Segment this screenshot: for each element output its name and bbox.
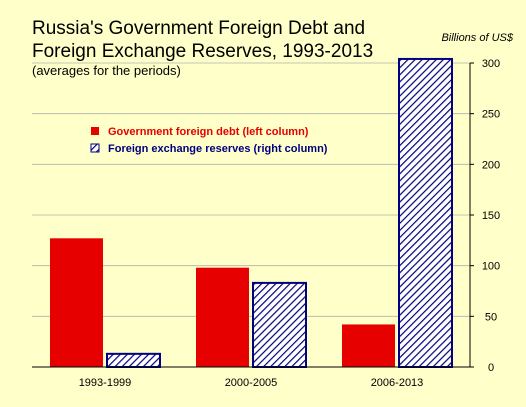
legend: Government foreign debt (left column) Fo… bbox=[90, 126, 328, 155]
bar-government-debt bbox=[196, 267, 249, 367]
x-tick-label: 1993-1999 bbox=[79, 377, 132, 389]
y-tick-label: 0 bbox=[488, 362, 494, 374]
gridlines bbox=[32, 62, 470, 317]
x-tick-label: 2006-2013 bbox=[371, 377, 424, 389]
bars bbox=[50, 57, 453, 369]
y-tick-label: 150 bbox=[482, 210, 500, 222]
y-tick-label: 200 bbox=[482, 159, 500, 171]
bar-government-debt bbox=[50, 238, 103, 367]
x-tick-label: 2000-2005 bbox=[225, 377, 278, 389]
bar-fx-reserves bbox=[252, 281, 307, 369]
y-tick-label: 100 bbox=[482, 261, 500, 273]
legend-label-debt: Government foreign debt (left column) bbox=[108, 126, 309, 138]
y-tick-label: 300 bbox=[482, 58, 500, 70]
bar-fx-reserves bbox=[398, 57, 453, 369]
unit-label: Billions of US$ bbox=[441, 32, 513, 44]
chart-subtitle: (averages for the periods) bbox=[32, 63, 181, 78]
chart-title-line-1: Russia's Government Foreign Debt and bbox=[32, 18, 365, 39]
chart-title-line-2: Foreign Exchange Reserves, 1993-2013 bbox=[32, 41, 373, 62]
y-tick-label: 250 bbox=[482, 109, 500, 121]
legend-swatch-reserves bbox=[90, 143, 100, 153]
legend-swatch-debt bbox=[91, 127, 99, 135]
x-axis-ticks: 1993-1999 2000-2005 2006-2013 bbox=[79, 377, 424, 389]
bar-government-debt bbox=[342, 324, 395, 367]
bar-fx-reserves bbox=[106, 352, 161, 368]
legend-label-reserves: Foreign exchange reserves (right column) bbox=[108, 143, 328, 155]
y-tick-label: 50 bbox=[485, 311, 497, 323]
y-axis-ticks: 0 50 100 150 200 250 300 bbox=[470, 58, 500, 374]
